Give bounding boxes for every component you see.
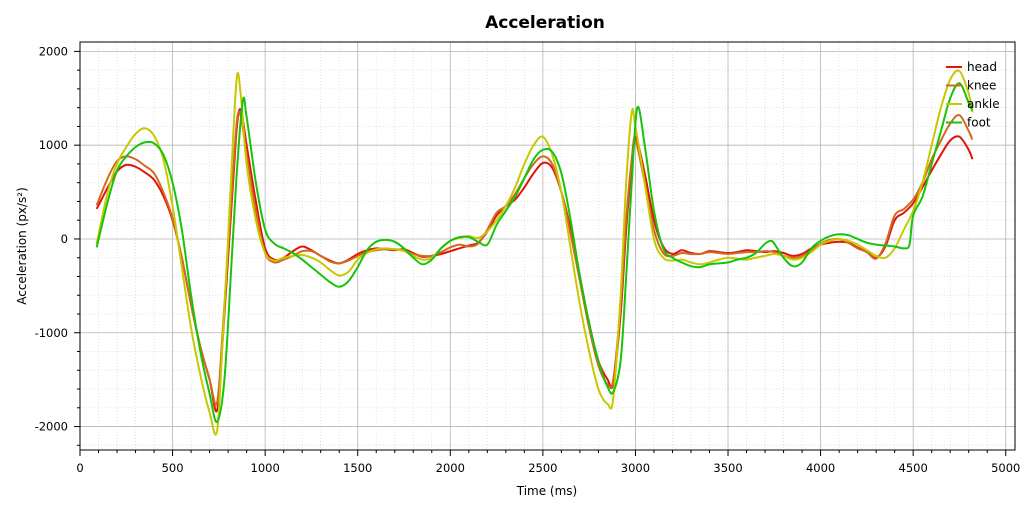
- x-tick-label: 3500: [713, 461, 742, 475]
- legend-label-head: head: [967, 60, 997, 74]
- x-tick-label: 2500: [528, 461, 557, 475]
- legend-label-knee: knee: [967, 79, 996, 93]
- x-tick-label: 0: [76, 461, 83, 475]
- axis-ticks: [74, 50, 1007, 456]
- x-tick-label: 4000: [806, 461, 835, 475]
- x-tick-label: 5000: [991, 461, 1020, 475]
- legend-label-foot: foot: [967, 116, 991, 130]
- x-axis-label: Time (ms): [516, 484, 578, 498]
- series-line-foot: [95, 82, 974, 423]
- y-tick-label: -1000: [35, 326, 68, 340]
- legend: head knee ankle foot: [946, 60, 1000, 130]
- y-tick-label: 0: [61, 232, 68, 246]
- series-line-ankle: [95, 69, 974, 436]
- y-tick-labels: -2000 -1000 0 1000 2000: [35, 44, 68, 433]
- x-tick-label: 4500: [899, 461, 928, 475]
- x-tick-label: 3000: [621, 461, 650, 475]
- x-tick-label: 500: [162, 461, 184, 475]
- y-axis-label: Acceleration (px/s²): [15, 187, 29, 305]
- legend-label-ankle: ankle: [967, 97, 1000, 111]
- series-lines: [95, 69, 974, 436]
- y-tick-label: -2000: [35, 420, 68, 434]
- x-tick-label: 1000: [251, 461, 280, 475]
- x-tick-label: 2000: [436, 461, 465, 475]
- chart-title: Acceleration: [485, 13, 605, 33]
- y-tick-label: 1000: [39, 138, 68, 152]
- x-tick-labels: 0 500 1000 1500 2000 2500 3000 3500 4000 4500 5000: [76, 461, 1020, 475]
- y-tick-label: 2000: [39, 44, 68, 58]
- x-tick-label: 1500: [343, 461, 372, 475]
- plot-area-border: [79, 41, 1016, 451]
